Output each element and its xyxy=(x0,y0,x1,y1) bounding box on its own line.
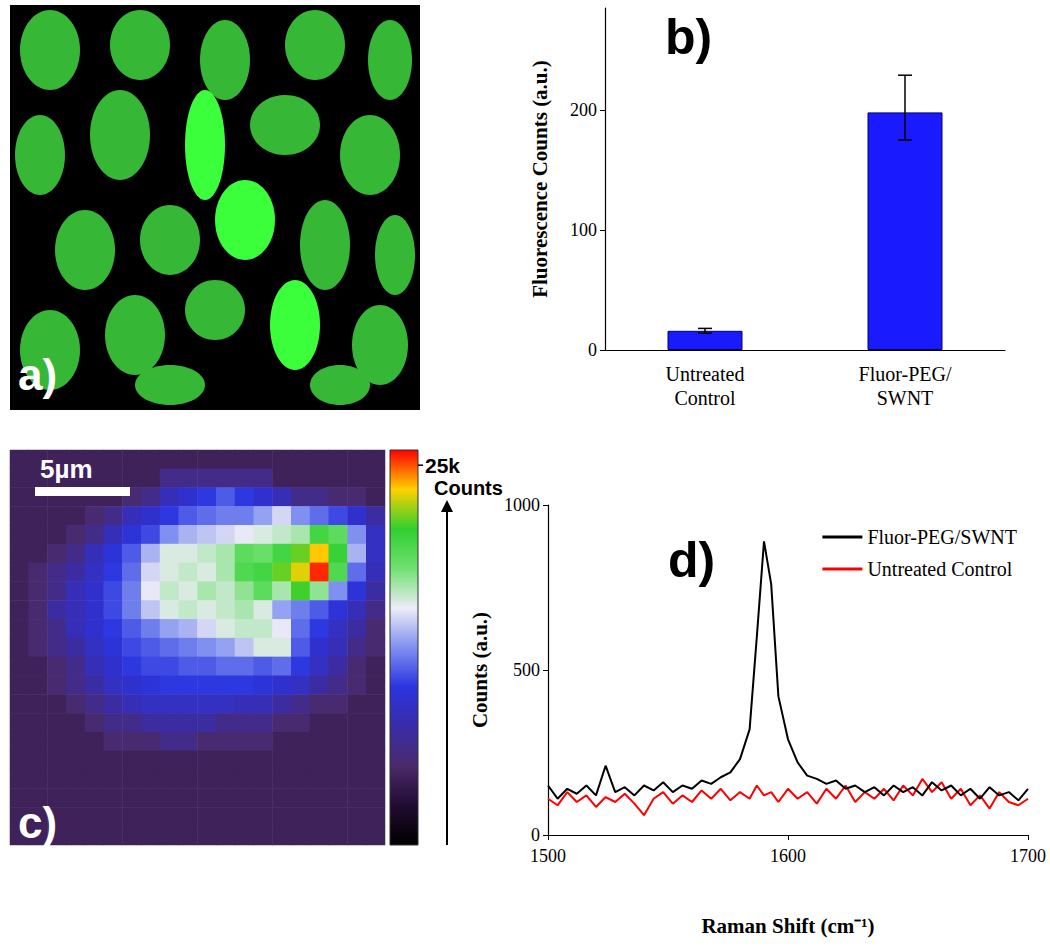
svg-text:Counts (a.u.): Counts (a.u.) xyxy=(468,612,492,728)
svg-text:1500: 1500 xyxy=(530,846,566,866)
svg-text:a): a) xyxy=(18,350,57,399)
svg-text:25k: 25k xyxy=(425,454,460,477)
svg-text:Raman Shift (cm⁻¹): Raman Shift (cm⁻¹) xyxy=(701,914,874,938)
svg-text:b): b) xyxy=(665,9,712,65)
svg-text:1000: 1000 xyxy=(504,495,540,515)
svg-text:0: 0 xyxy=(588,340,597,360)
svg-text:5µm: 5µm xyxy=(40,454,93,484)
svg-text:Fluorescence Counts (a.u.): Fluorescence Counts (a.u.) xyxy=(528,60,552,298)
svg-text:Control: Control xyxy=(674,387,736,409)
svg-text:0: 0 xyxy=(531,825,540,845)
svg-text:d): d) xyxy=(668,532,715,588)
svg-text:200: 200 xyxy=(570,100,597,120)
svg-text:1700: 1700 xyxy=(1010,846,1046,866)
svg-text:1600: 1600 xyxy=(770,846,806,866)
svg-text:Fluor-PEG/SWNT: Fluor-PEG/SWNT xyxy=(867,526,1017,548)
svg-text:Untreated: Untreated xyxy=(666,363,745,385)
svg-text:c): c) xyxy=(18,798,57,847)
svg-text:Fluor-PEG/: Fluor-PEG/ xyxy=(859,363,952,385)
svg-text:100: 100 xyxy=(570,220,597,240)
svg-text:Untreated Control: Untreated Control xyxy=(867,558,1012,580)
svg-text:SWNT: SWNT xyxy=(877,387,934,409)
svg-text:500: 500 xyxy=(513,660,540,680)
svg-text:Counts: Counts xyxy=(434,477,503,499)
